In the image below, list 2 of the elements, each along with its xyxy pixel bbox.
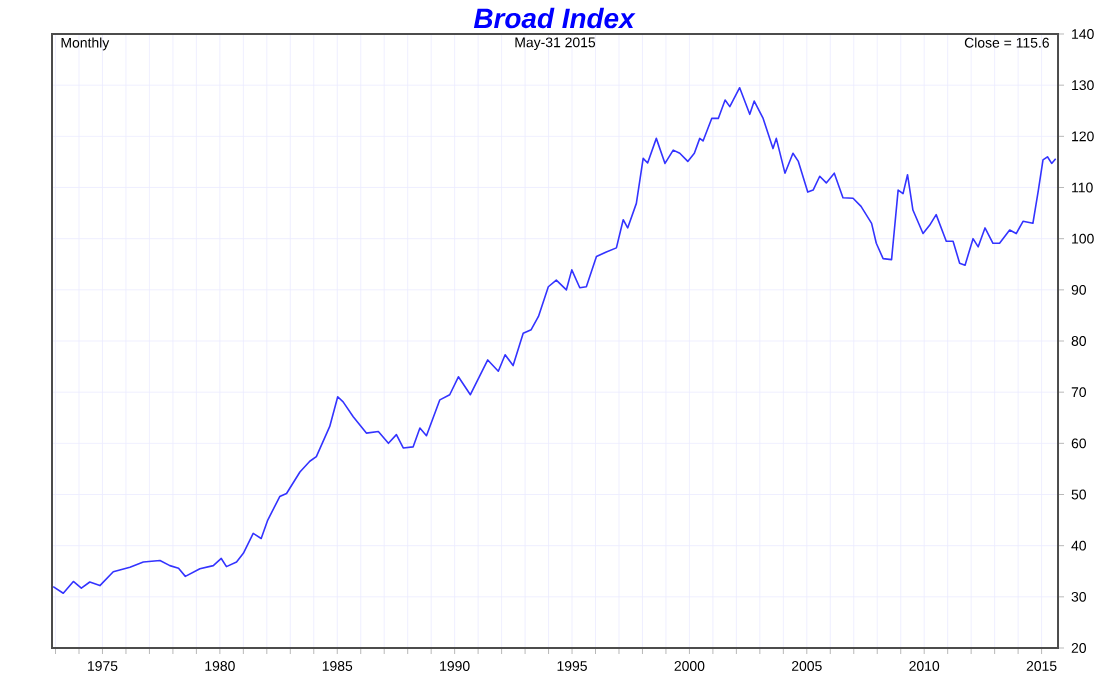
line-series bbox=[52, 86, 1057, 595]
chart-title: Broad Index bbox=[473, 7, 636, 29]
